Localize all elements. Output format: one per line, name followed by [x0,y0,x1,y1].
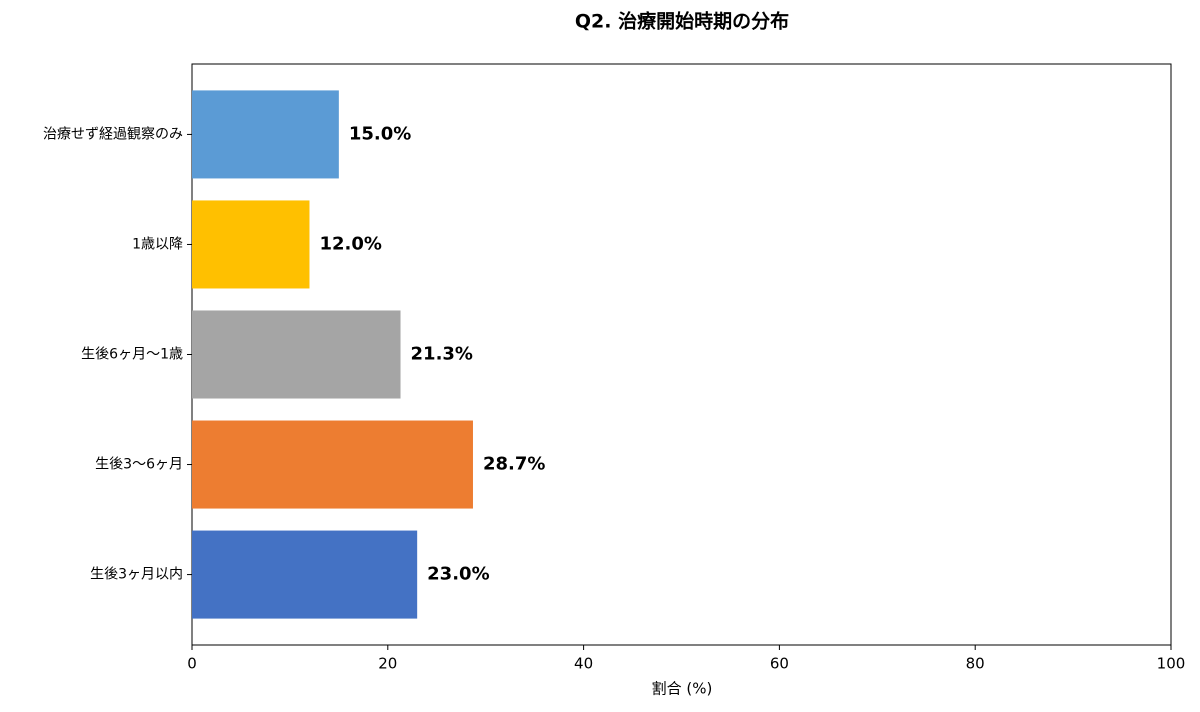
x-axis-label: 割合 (%) [652,680,713,698]
chart-title: Q2. 治療開始時期の分布 [575,10,789,33]
x-tick-label: 0 [187,655,197,673]
x-tick-label: 20 [378,655,397,673]
value-label: 28.7% [483,454,545,475]
bar [192,310,401,399]
bar [192,530,418,619]
y-tick-label: 治療せず経過観察のみ [43,125,183,142]
y-tick-label: 生後6ヶ月〜1歳 [81,347,183,363]
bar [192,90,339,179]
value-label: 12.0% [319,233,381,254]
x-tick-label: 60 [770,655,789,673]
value-label: 23.0% [427,564,489,585]
value-label: 21.3% [411,344,473,365]
y-tick-label: 1歳以降 [132,236,183,252]
x-tick-label: 80 [966,655,985,673]
bar [192,200,310,289]
y-tick-label: 生後3ヶ月以内 [90,567,183,583]
y-tick-label: 生後3〜6ヶ月 [95,457,183,473]
value-label: 15.0% [349,123,411,144]
x-tick-label: 100 [1157,655,1186,673]
bar [192,420,473,509]
x-tick-label: 40 [574,655,593,673]
